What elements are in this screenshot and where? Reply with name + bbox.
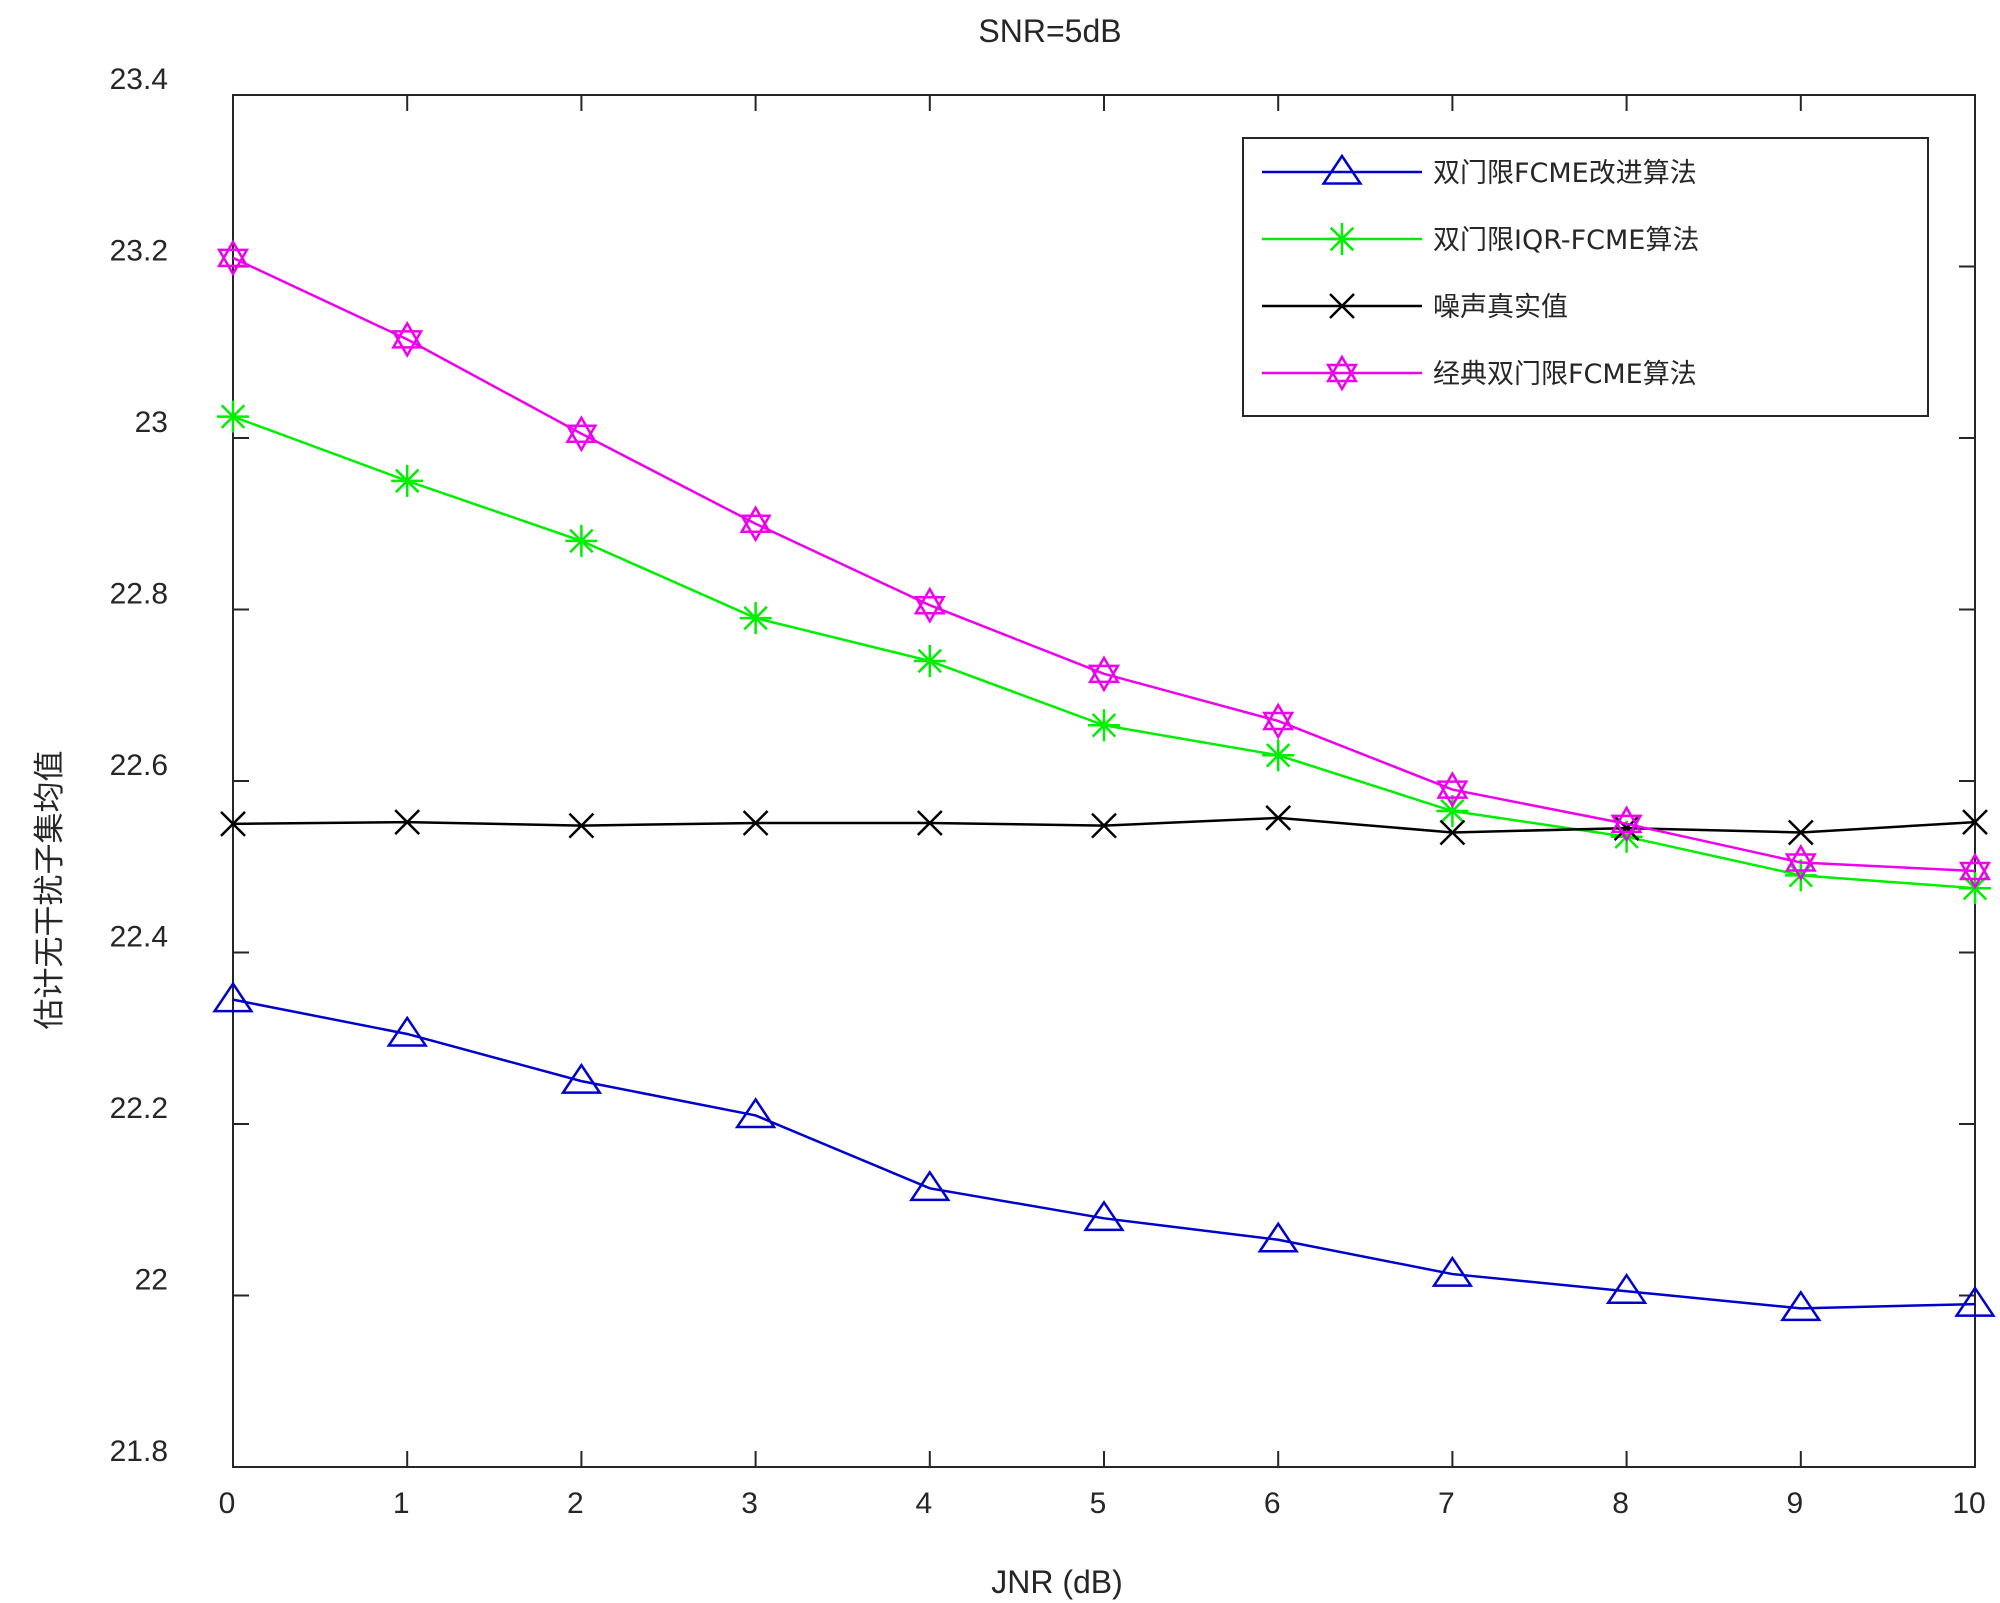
y-tick-label: 23.2 xyxy=(110,235,168,268)
x-axis-label: JNR (dB) xyxy=(991,1564,1123,1600)
triangle-marker xyxy=(1780,1290,1822,1322)
x-tick-label: 1 xyxy=(393,1487,410,1520)
asterisk-marker xyxy=(565,524,598,557)
asterisk-marker xyxy=(217,400,249,433)
y-tick-label: 21.8 xyxy=(110,1435,168,1468)
y-tick-label: 22.8 xyxy=(110,578,168,611)
triangle-marker xyxy=(560,1062,603,1094)
x-marker xyxy=(1962,809,1988,836)
asterisk-marker xyxy=(391,464,424,497)
triangle-marker xyxy=(1083,1200,1125,1232)
x-marker xyxy=(220,810,246,837)
y-tick-label: 23 xyxy=(135,406,168,439)
series-0 xyxy=(212,981,1996,1322)
hexagram-marker xyxy=(1784,843,1817,881)
hexagram-marker xyxy=(913,586,946,624)
series-2 xyxy=(220,804,1988,846)
y-tick-label: 22.2 xyxy=(110,1092,168,1125)
triangle-marker xyxy=(1257,1221,1299,1253)
x-tick-label: 5 xyxy=(1090,1487,1107,1520)
legend-label: 双门限FCME改进算法 xyxy=(1433,158,1697,189)
triangle-marker xyxy=(1605,1272,1648,1304)
x-marker xyxy=(742,810,769,836)
x-tick-label: 0 xyxy=(219,1487,236,1520)
y-axis-label: 估计无干扰子集均值 xyxy=(32,751,67,1030)
triangle-marker xyxy=(1431,1255,1474,1287)
asterisk-marker xyxy=(1326,223,1358,255)
asterisk-marker xyxy=(1262,739,1295,772)
asterisk-marker xyxy=(739,602,772,635)
hexagram-marker xyxy=(1325,354,1359,392)
hexagram-marker xyxy=(1610,805,1643,843)
legend-item: 噪声真实值 xyxy=(1262,292,1568,323)
triangle-marker xyxy=(909,1170,951,1202)
y-tick-label: 22.4 xyxy=(110,921,168,954)
series-line xyxy=(232,256,1976,873)
asterisk-marker xyxy=(1436,795,1469,828)
x-tick-label: 2 xyxy=(567,1487,584,1520)
hexagram-marker xyxy=(1436,771,1469,809)
series-1 xyxy=(217,400,1991,905)
hexagram-marker xyxy=(391,320,424,358)
x-marker xyxy=(1439,819,1466,846)
series-layer xyxy=(212,239,1996,1322)
asterisk-marker xyxy=(913,644,946,677)
x-tick-label: 9 xyxy=(1786,1487,1803,1520)
triangle-marker xyxy=(1954,1285,1996,1317)
legend-item: 经典双门限FCME算法 xyxy=(1262,354,1697,392)
hexagram-marker xyxy=(1262,702,1295,740)
hexagram-marker xyxy=(1958,852,1992,890)
x-tick-label: 6 xyxy=(1264,1487,1281,1520)
y-tick-label: 23.4 xyxy=(110,63,168,96)
x-marker xyxy=(1787,819,1814,846)
chart-title: SNR=5dB xyxy=(978,13,1121,49)
x-tick-label: 7 xyxy=(1438,1487,1455,1520)
hexagram-marker xyxy=(565,415,598,453)
x-marker xyxy=(916,810,943,836)
legend-label: 噪声真实值 xyxy=(1433,292,1568,323)
legend-item: 双门限IQR-FCME算法 xyxy=(1262,223,1699,256)
hexagram-marker xyxy=(739,505,772,543)
x-tick-label: 8 xyxy=(1612,1487,1629,1520)
triangle-marker xyxy=(1321,153,1363,185)
x-marker xyxy=(1265,804,1292,831)
x-tick-label: 4 xyxy=(915,1487,932,1520)
legend-item: 双门限FCME改进算法 xyxy=(1262,153,1697,189)
triangle-marker xyxy=(212,981,254,1013)
legend-label: 双门限IQR-FCME算法 xyxy=(1433,225,1699,256)
x-marker xyxy=(394,809,421,836)
x-marker xyxy=(1091,812,1117,839)
series-3 xyxy=(216,239,1992,890)
hexagram-marker xyxy=(1087,655,1121,693)
y-tick-label: 22 xyxy=(135,1264,168,1297)
x-tick-label: 3 xyxy=(741,1487,758,1520)
series-line xyxy=(232,998,1976,1310)
y-tick-label: 22.6 xyxy=(110,749,168,782)
triangle-marker xyxy=(734,1097,777,1129)
x-marker xyxy=(568,812,595,839)
x-tick-label: 10 xyxy=(1952,1487,1985,1520)
asterisk-marker xyxy=(1088,709,1120,742)
triangle-marker xyxy=(386,1015,428,1047)
x-marker xyxy=(1329,293,1355,319)
legend-label: 经典双门限FCME算法 xyxy=(1433,359,1697,390)
hexagram-marker xyxy=(216,239,250,277)
